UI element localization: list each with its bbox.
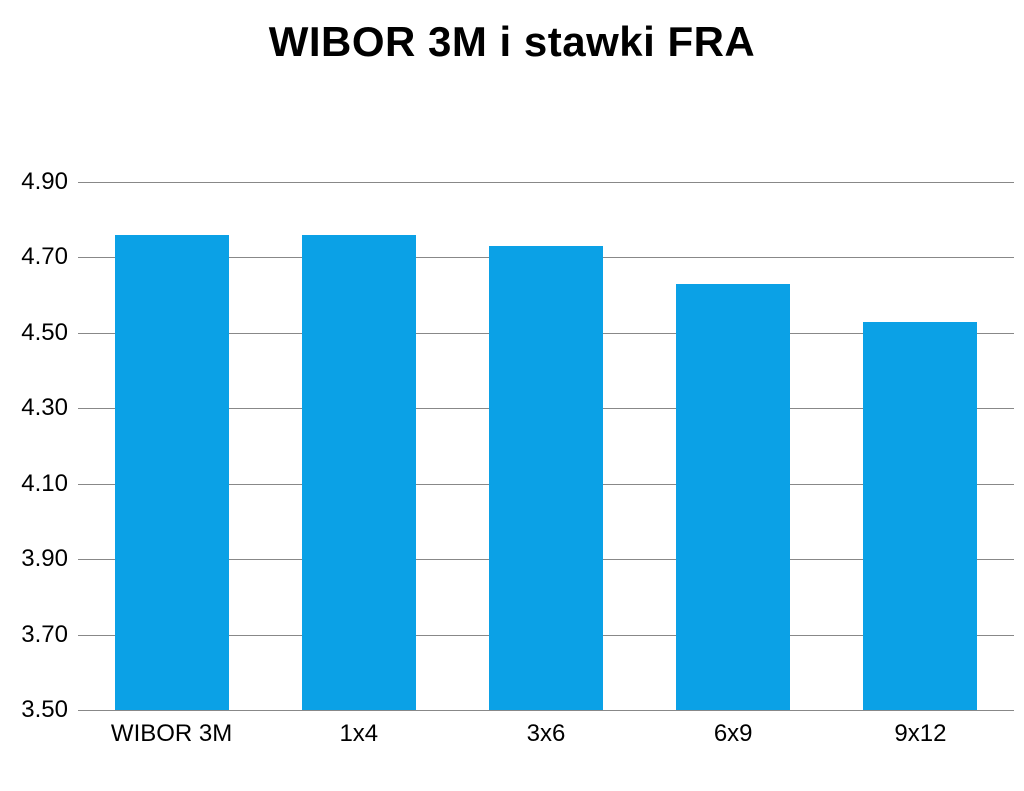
plot-area: 3.503.703.904.104.304.504.704.90: [78, 182, 1014, 710]
bar: [115, 235, 229, 710]
bar: [676, 284, 790, 710]
bar: [302, 235, 416, 710]
x-tick-label: WIBOR 3M: [111, 720, 232, 748]
x-tick-label: 6x9: [714, 720, 753, 748]
x-tick-label: 3x6: [527, 720, 566, 748]
y-tick-label: 4.10: [21, 470, 68, 498]
gridline: [78, 710, 1014, 711]
y-tick-label: 3.50: [21, 696, 68, 724]
bars-layer: [78, 182, 1014, 710]
chart-title: WIBOR 3M i stawki FRA: [0, 18, 1024, 66]
bar: [863, 322, 977, 710]
x-axis-labels: WIBOR 3M 1x4 3x6 6x9 9x12: [78, 720, 1014, 770]
y-tick-label: 3.90: [21, 545, 68, 573]
y-tick-label: 3.70: [21, 621, 68, 649]
y-tick-label: 4.50: [21, 319, 68, 347]
x-tick-label: 9x12: [894, 720, 946, 748]
wibor-fra-chart: WIBOR 3M i stawki FRA 3.503.703.904.104.…: [0, 0, 1024, 791]
y-tick-label: 4.70: [21, 243, 68, 271]
x-tick-label: 1x4: [339, 720, 378, 748]
bar: [489, 246, 603, 710]
y-tick-label: 4.90: [21, 168, 68, 196]
y-tick-label: 4.30: [21, 394, 68, 422]
